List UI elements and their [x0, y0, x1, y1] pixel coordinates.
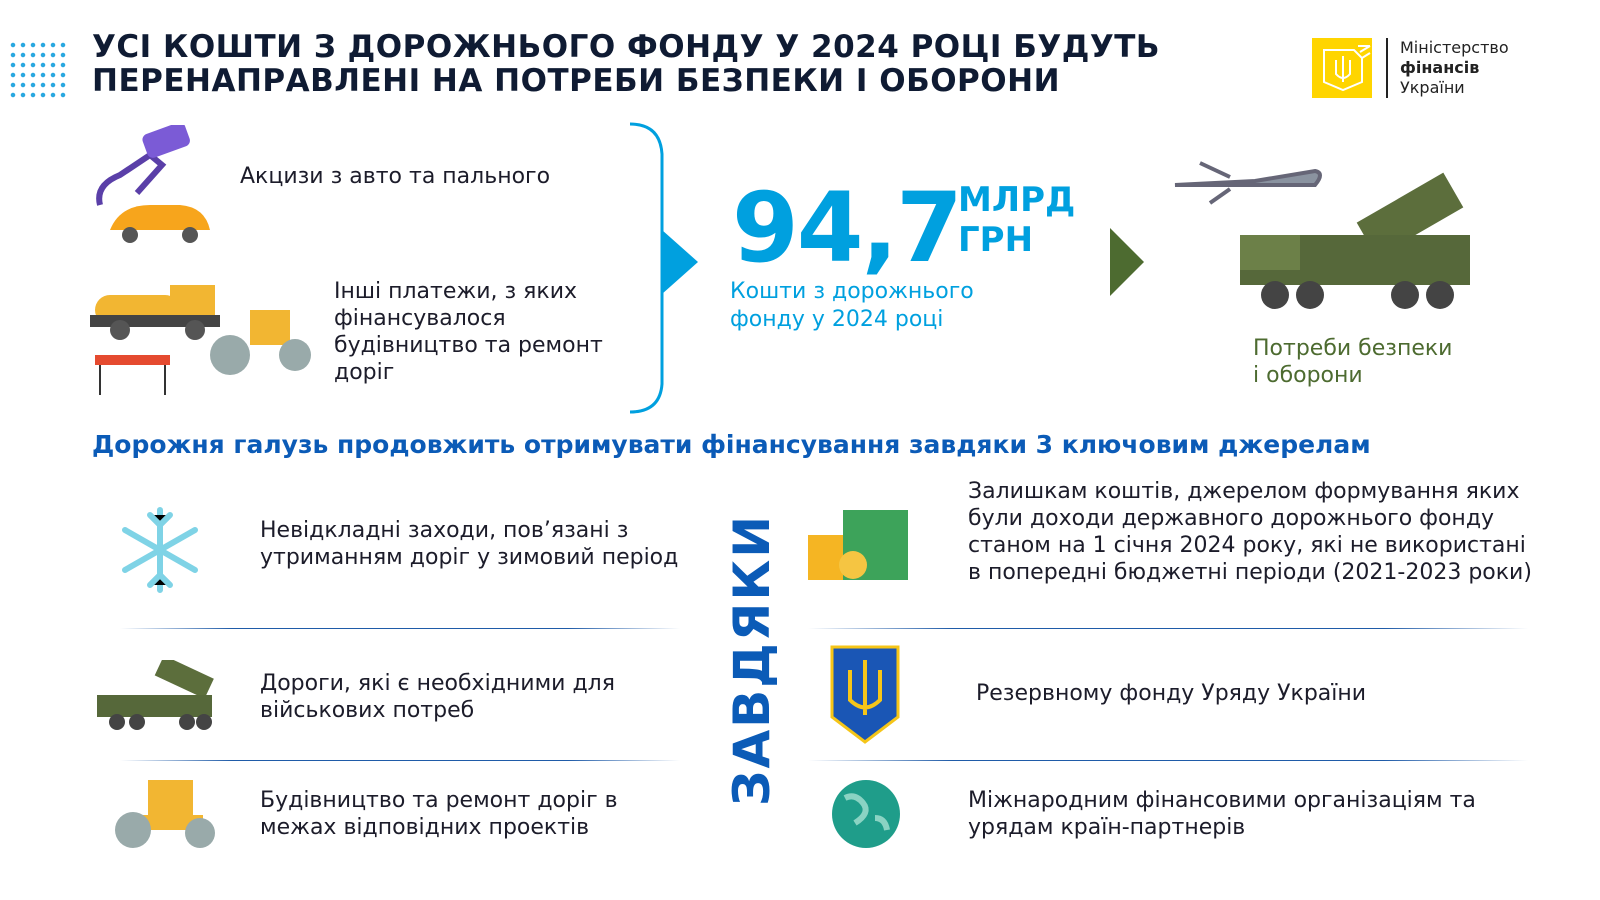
page-title: УСІ КОШТИ З ДОРОЖНЬОГО ФОНДУ У 2024 РОЦІ…: [92, 30, 1160, 98]
destination-line-2: і оборони: [1253, 363, 1363, 388]
logo-line-1: Міністерство: [1400, 38, 1509, 57]
trident-shield-icon: [830, 645, 900, 749]
fuel-car-icon: [90, 122, 220, 259]
rocket-launcher-icon: [92, 655, 217, 739]
arrow-right-icon: [1110, 228, 1144, 296]
total-caption: Кошти з дорожнього фонду у 2024 році: [730, 278, 974, 334]
logo-divider: [1386, 38, 1388, 98]
snowflake-icon: [115, 505, 205, 599]
left-item-military-roads: Дороги, які є необхідними для військових…: [260, 671, 615, 723]
total-unit: МЛРД ГРН: [958, 180, 1075, 260]
globe-icon: [830, 778, 902, 854]
brace-arrow-icon: [629, 122, 698, 414]
vertical-label-text: ЗАВДЯКИ: [723, 513, 781, 807]
caption-line-2: фонду у 2024 році: [730, 307, 944, 332]
right-item-international: Міжнародним фінансовими організаціям та …: [968, 788, 1476, 840]
divider: [808, 628, 1528, 629]
right-item-fund-balance: Залишкам коштів, джерелом формування яки…: [968, 479, 1532, 585]
road-roller-icon: [108, 775, 218, 854]
unit-line-2: ГРН: [958, 220, 1034, 260]
road-construction-icon: [90, 275, 315, 404]
title-line-2: ПЕРЕНАПРАВЛЕНІ НА ПОТРЕБИ БЕЗПЕКИ І ОБОР…: [92, 63, 1061, 99]
destination-line-1: Потреби безпеки: [1253, 336, 1453, 361]
right-item-reserve-fund: Резервному фонду Уряду України: [976, 681, 1367, 706]
source-excise-label: Акцизи з авто та пального: [240, 164, 551, 189]
destination-label: Потреби безпеки і оборони: [1253, 335, 1452, 389]
divider: [120, 628, 680, 629]
vertical-label: ЗАВДЯКИ: [722, 514, 782, 806]
logo-line-3: України: [1400, 78, 1465, 97]
unit-line-1: МЛРД: [958, 180, 1076, 220]
title-line-1: УСІ КОШТИ З ДОРОЖНЬОГО ФОНДУ У 2024 РОЦІ…: [92, 29, 1161, 65]
logo-line-2: фінансів: [1400, 58, 1480, 77]
ministry-logo-icon: [1312, 38, 1372, 98]
total-amount: 94,7: [732, 172, 963, 284]
left-item-winter: Невідкладні заходи, пов’язані з утриманн…: [260, 518, 679, 570]
decorative-dots: [8, 40, 68, 98]
source-other-payments-label: Інші платежи, з яких фінансувалося будів…: [334, 279, 603, 385]
caption-line-1: Кошти з дорожнього: [730, 279, 974, 304]
money-icon: [808, 505, 913, 589]
divider: [808, 760, 1528, 761]
military-icon: [1170, 155, 1480, 324]
left-item-construction: Будівництво та ремонт доріг в межах відп…: [260, 788, 618, 840]
ministry-name: Міністерство фінансів України: [1400, 38, 1509, 98]
section-heading: Дорожня галузь продовжить отримувати фін…: [92, 430, 1371, 459]
divider: [120, 760, 680, 761]
